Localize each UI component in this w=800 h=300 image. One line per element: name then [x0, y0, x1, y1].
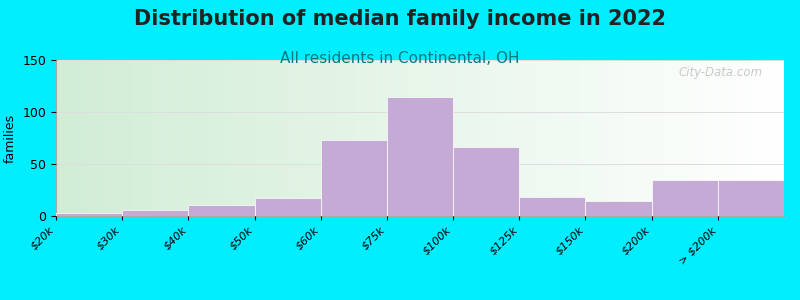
Bar — [652, 180, 718, 216]
Text: All residents in Continental, OH: All residents in Continental, OH — [280, 51, 520, 66]
Bar — [519, 197, 586, 216]
Y-axis label: families: families — [4, 113, 17, 163]
Text: Distribution of median family income in 2022: Distribution of median family income in … — [134, 9, 666, 29]
Bar — [56, 213, 122, 216]
Bar — [321, 140, 387, 216]
Bar — [188, 205, 254, 216]
Text: City-Data.com: City-Data.com — [678, 66, 762, 79]
Bar — [718, 180, 784, 216]
Bar — [586, 201, 652, 216]
Bar — [453, 147, 519, 216]
Bar — [387, 98, 453, 216]
Bar — [122, 210, 188, 216]
Bar — [254, 198, 321, 216]
